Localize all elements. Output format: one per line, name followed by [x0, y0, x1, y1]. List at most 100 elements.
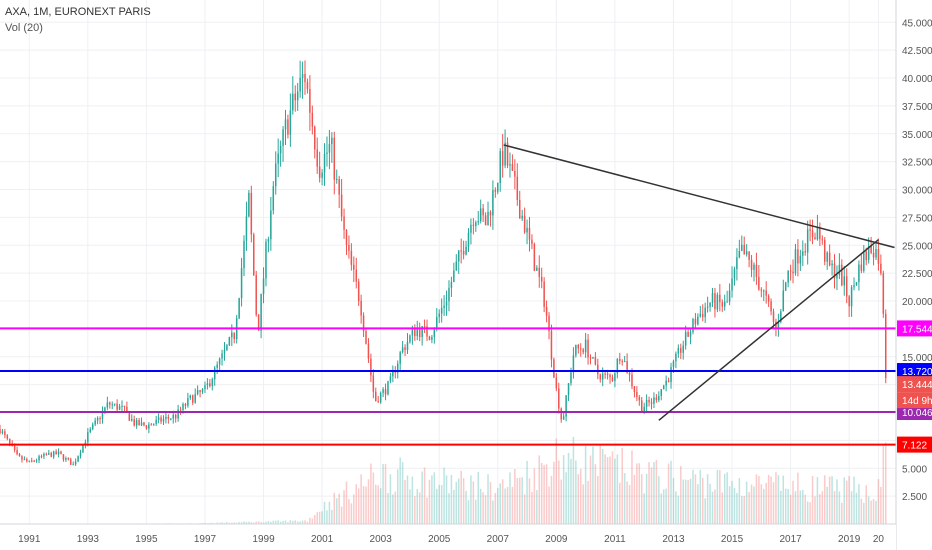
candle-body: [409, 335, 411, 343]
candle-body: [867, 246, 870, 261]
volume-bar: [450, 474, 453, 524]
volume-bar: [323, 501, 326, 524]
candle-body: [506, 142, 509, 166]
candle-body: [609, 374, 611, 378]
volume-bar: [738, 477, 741, 524]
candlestick-series: [0, 60, 887, 466]
candle-body: [850, 287, 853, 307]
candle-body: [145, 425, 148, 429]
candle-body: [558, 388, 560, 409]
volume-bar: [396, 469, 399, 524]
volume-bar: [311, 518, 314, 524]
volume-bar: [538, 455, 541, 524]
volume-bar: [399, 457, 401, 524]
volume-bar: [250, 522, 253, 524]
candle-body: [21, 456, 23, 460]
volume-bars: [57, 436, 887, 524]
volume-bar: [238, 522, 240, 524]
volume-bar: [601, 449, 604, 524]
volume-bar: [775, 472, 777, 524]
candle-body: [365, 331, 367, 344]
candle-body: [577, 345, 580, 349]
candle-body: [675, 353, 677, 362]
volume-bar: [328, 501, 331, 524]
volume-bar: [645, 473, 648, 524]
candle-body: [89, 429, 92, 433]
candle-body: [157, 417, 160, 420]
volume-bar: [665, 488, 667, 524]
candle-body: [731, 278, 733, 291]
time-axis[interactable]: 1991 1993 1995 1997 1999 2001 2003 2005 2007 2009…: [0, 523, 896, 550]
candle-body: [201, 389, 204, 392]
candle-body: [411, 328, 414, 336]
candle-body: [299, 77, 301, 92]
price-axis-tick-label: 15.000: [902, 353, 932, 364]
volume-bar: [782, 475, 785, 524]
candle-body: [74, 461, 77, 465]
volume-bar: [594, 464, 597, 524]
volume-bar: [362, 486, 365, 524]
volume-bar: [875, 500, 877, 524]
volume-bar: [314, 514, 316, 524]
volume-bar: [270, 521, 272, 524]
candle-body: [128, 412, 131, 421]
price-axis-tick-label: 32.500: [902, 158, 932, 169]
level-price-text: 7.122: [902, 441, 927, 452]
volume-bar: [762, 488, 765, 524]
candle-body: [760, 289, 763, 291]
volume-bar: [850, 491, 853, 524]
price-axis-tick-label: 37.500: [902, 102, 932, 113]
volume-bar: [274, 520, 277, 524]
candle-body: [416, 328, 419, 337]
volume-bar: [643, 493, 645, 524]
volume-bar: [443, 467, 445, 524]
level-price-text: 17.544: [902, 324, 932, 335]
volume-bar: [460, 470, 462, 524]
candle-body: [853, 285, 855, 288]
candle-body: [323, 153, 326, 173]
candle-body: [494, 190, 497, 192]
candle-body: [670, 367, 672, 383]
candle-body: [6, 435, 9, 439]
candle-body: [672, 361, 675, 368]
volume-bar: [577, 474, 580, 524]
time-axis-tick-label: 1993: [77, 534, 100, 545]
price-axis[interactable]: 2.5005.0007.50010.00012.50015.00017.5002…: [895, 0, 932, 550]
volume-bar: [638, 463, 641, 524]
candle-body: [504, 142, 506, 166]
candle-body: [589, 357, 592, 359]
candle-body: [828, 252, 831, 266]
candle-body: [294, 93, 297, 101]
volume-bar: [462, 478, 465, 524]
price-axis-tick-label: 40.000: [902, 74, 932, 85]
volume-bar: [457, 478, 460, 524]
candle-body: [257, 314, 260, 331]
candle-body: [87, 432, 89, 443]
candle-body: [526, 227, 528, 233]
candle-body: [301, 73, 304, 78]
candle-body: [584, 339, 587, 353]
volume-bar: [526, 460, 528, 524]
candle-body: [292, 93, 294, 111]
volume-bar: [472, 481, 475, 524]
candle-body: [211, 379, 214, 387]
volume-bar: [543, 465, 545, 524]
volume-bar: [699, 469, 702, 524]
volume-bar: [784, 488, 787, 524]
volume-bar: [777, 475, 780, 524]
volume-bar: [501, 479, 504, 524]
candle-body: [689, 332, 692, 337]
volume-bar: [265, 521, 267, 524]
volume-bar: [680, 466, 682, 524]
volume-bar: [360, 474, 362, 524]
symbol-title[interactable]: AXA, 1M, EURONEXT PARIS: [5, 6, 151, 18]
candle-body: [804, 251, 806, 253]
candle-body: [604, 373, 606, 375]
horizontal-levels: [0, 327, 896, 446]
volume-bar: [357, 488, 360, 524]
volume-indicator-label[interactable]: Vol (20): [5, 22, 43, 34]
candle-body: [538, 267, 541, 277]
volume-bar: [465, 490, 467, 524]
volume-bar: [421, 471, 423, 524]
